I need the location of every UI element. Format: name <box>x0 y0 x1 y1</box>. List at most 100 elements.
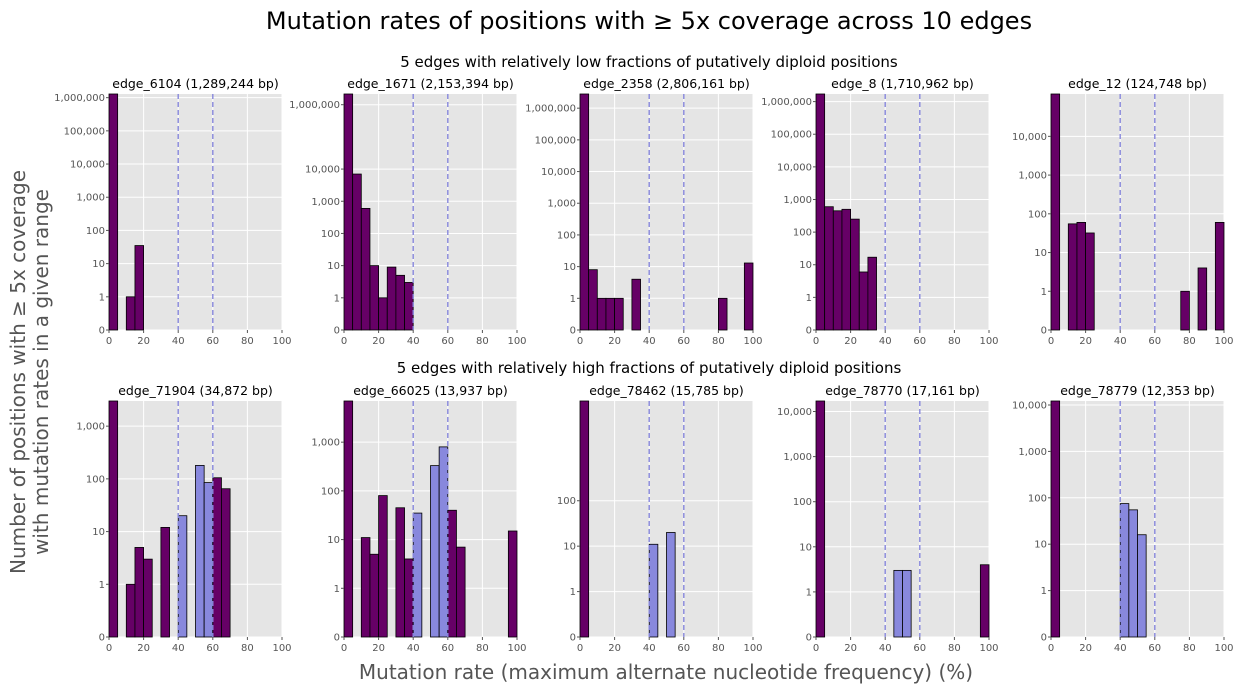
y-tick-label: 1 <box>1041 287 1047 298</box>
panel-9: 0 20 40 60 80 100 0 1 10 100 1,000 10,000 edge_78770… <box>777 383 999 654</box>
histogram-bar <box>386 266 397 331</box>
y-tick-label: 0 <box>99 633 105 644</box>
histogram-bar <box>456 546 466 638</box>
y-tick-label: 10 <box>1034 248 1047 259</box>
histogram-bar <box>212 477 222 638</box>
histogram-bar <box>902 569 912 638</box>
x-tick-label: 0 <box>1048 336 1054 347</box>
x-tick-label: 80 <box>948 643 961 654</box>
histogram-bar <box>1180 290 1190 331</box>
x-tick-label: 100 <box>507 336 526 347</box>
y-tick-label: 0 <box>334 326 340 337</box>
y-tick-label: 100 <box>557 496 576 507</box>
y-tick-label: 100 <box>321 486 340 497</box>
x-tick-label: 80 <box>1183 643 1196 654</box>
x-tick-label: 0 <box>813 643 819 654</box>
x-tick-label: 0 <box>577 643 583 654</box>
panel-title: edge_2358 (2,806,161 bp) <box>583 76 750 91</box>
y-tick-label: 1,000 <box>311 438 340 449</box>
panel-7: 0 20 40 60 80 100 0 1 10 100 1,000 edge_66025 (13,9… <box>311 383 526 654</box>
y-tick-label: 100 <box>1028 493 1047 504</box>
y-tick-label: 0 <box>806 633 812 644</box>
histogram-bar <box>718 297 728 331</box>
y-tick-label: 1 <box>806 293 812 304</box>
histogram-bar <box>1137 534 1147 638</box>
x-tick-label: 0 <box>577 336 583 347</box>
histogram-bar <box>108 400 119 638</box>
x-tick-label: 60 <box>206 643 219 654</box>
x-tick-label: 20 <box>608 336 621 347</box>
x-tick-label: 100 <box>1214 336 1233 347</box>
x-tick-label: 20 <box>844 336 857 347</box>
panel-8: 0 20 40 60 80 100 0 1 10 100 edge_78462 (15,785 bp… <box>557 383 763 654</box>
x-tick-label: 60 <box>677 643 690 654</box>
histogram-bar <box>579 93 590 331</box>
histogram-bar <box>648 543 659 638</box>
x-tick-label: 80 <box>948 336 961 347</box>
histogram-bar <box>579 400 590 638</box>
panel-title: edge_66025 (13,937 bp) <box>353 383 508 398</box>
y-tick-label: 10,000 <box>777 407 812 418</box>
panel-title: edge_6104 (1,289,244 bp) <box>112 76 279 91</box>
y-tick-label: 100 <box>793 497 812 508</box>
y-tick-label: 100 <box>557 230 576 241</box>
x-tick-label: 60 <box>677 336 690 347</box>
histogram-bar <box>369 265 380 331</box>
histogram-bar <box>343 93 354 331</box>
x-tick-label: 0 <box>1048 643 1054 654</box>
y-tick-label: 100 <box>86 474 105 485</box>
histogram-bar <box>893 569 903 638</box>
histogram-bar <box>1085 232 1095 331</box>
histogram-bar <box>614 297 624 331</box>
histogram-bar <box>395 507 405 638</box>
y-tick-label: 100,000 <box>771 130 812 141</box>
x-tick-label: 100 <box>272 643 291 654</box>
histogram-bar <box>160 527 170 638</box>
x-tick-label: 60 <box>913 643 926 654</box>
y-tick-label: 10 <box>92 259 105 270</box>
x-tick-label: 40 <box>879 336 892 347</box>
y-tick-label: 10 <box>799 542 812 553</box>
y-tick-label: 0 <box>1041 326 1047 337</box>
x-tick-label: 80 <box>241 336 254 347</box>
y-tick-label: 10 <box>327 261 340 272</box>
y-tick-label: 1,000 <box>783 452 812 463</box>
x-tick-label: 40 <box>643 336 656 347</box>
x-tick-label: 60 <box>441 336 454 347</box>
x-tick-label: 40 <box>643 643 656 654</box>
x-tick-label: 20 <box>137 336 150 347</box>
y-tick-label: 10,000 <box>777 162 812 173</box>
panel-2: 0 20 40 60 80 100 0 1 10 100 1,000 10,000 1,000,000 e… <box>289 76 526 347</box>
histogram-bar <box>134 245 144 331</box>
y-tick-label: 1 <box>99 580 105 591</box>
y-tick-label: 1,000 <box>76 422 105 433</box>
y-tick-label: 10 <box>563 262 576 273</box>
y-tick-label: 1,000,000 <box>761 97 812 108</box>
x-tick-label: 0 <box>106 336 112 347</box>
histogram-bar <box>743 262 754 331</box>
histogram-bar <box>1214 222 1225 331</box>
figure-title: Mutation rates of positions with ≥ 5x co… <box>266 7 1032 35</box>
histogram-bar <box>867 256 877 331</box>
y-tick-label: 100,000 <box>64 126 105 137</box>
y-axis-label-line1: Number of positions with ≥ 5x coverage <box>6 170 30 574</box>
x-tick-label: 100 <box>507 643 526 654</box>
x-tick-label: 0 <box>813 336 819 347</box>
x-tick-label: 40 <box>407 336 420 347</box>
histogram-bar <box>1067 223 1078 331</box>
histogram-bar <box>815 93 826 331</box>
histogram-bar <box>378 495 388 638</box>
x-tick-label: 100 <box>743 643 762 654</box>
x-tick-label: 60 <box>1148 643 1161 654</box>
y-tick-label: 1,000 <box>547 199 576 210</box>
x-tick-label: 100 <box>979 643 998 654</box>
histogram-bar <box>125 296 136 331</box>
histogram-bar <box>404 282 414 331</box>
histogram-bar <box>1050 400 1061 638</box>
y-tick-label: 10,000 <box>1012 132 1047 143</box>
histogram-bar <box>596 297 607 331</box>
x-tick-label: 80 <box>476 643 489 654</box>
histogram-bar <box>343 400 354 638</box>
panel-title: edge_78770 (17,161 bp) <box>825 383 980 398</box>
